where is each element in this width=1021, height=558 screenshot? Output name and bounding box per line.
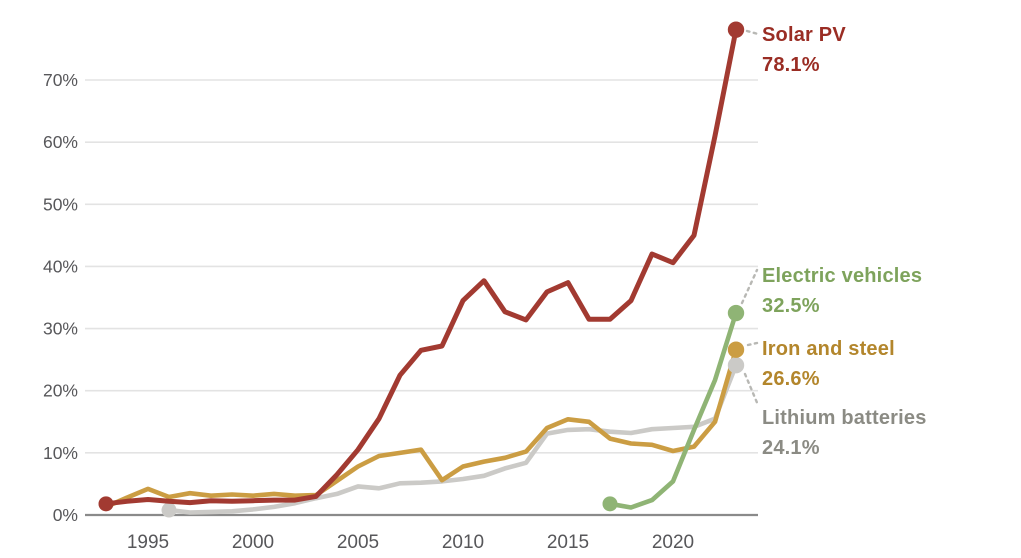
y-axis-tick-label: 40% [43, 256, 78, 276]
series-start-dot-electric-vehicles [602, 496, 618, 512]
leader-line-solar-pv [745, 29, 760, 36]
x-axis-tick-label: 2015 [547, 532, 589, 553]
series-name-electric-vehicles: Electric vehicles [762, 265, 923, 287]
series-value-solar-pv: 78.1% [762, 54, 820, 76]
x-axis-tick-label: 1995 [127, 532, 169, 553]
series-value-iron-and-steel: 26.6% [762, 368, 820, 390]
y-axis-tick-label: 60% [43, 132, 78, 152]
x-axis-tick-label: 2000 [232, 532, 274, 553]
y-axis-tick-label: 10% [43, 443, 78, 463]
leader-line-electric-vehicles [740, 268, 759, 305]
series-line-electric-vehicles [607, 310, 739, 510]
series-name-solar-pv: Solar PV [762, 24, 846, 46]
series-label-electric-vehicles: Electric vehicles 32.5% [762, 261, 922, 321]
y-axis-tick-label: 50% [43, 194, 78, 214]
x-axis-tick-label: 2020 [652, 532, 694, 553]
series-line-iron-and-steel [103, 347, 739, 510]
series-end-dot-iron-and-steel [727, 341, 745, 358]
series-end-dot-lithium-batteries [727, 357, 745, 374]
series-name-iron-and-steel: Iron and steel [762, 338, 895, 360]
y-axis-tick-label: 30% [43, 319, 78, 339]
series-end-dot-solar-pv [727, 21, 745, 38]
y-axis-tick-label: 0% [53, 505, 78, 525]
series-line-solar-pv [103, 27, 739, 507]
series-value-lithium-batteries: 24.1% [762, 437, 820, 459]
series-name-lithium-batteries: Lithium batteries [762, 407, 927, 429]
series-end-dot-electric-vehicles [727, 304, 745, 322]
series-start-dot-lithium-batteries [161, 502, 177, 518]
series-value-electric-vehicles: 32.5% [762, 295, 820, 317]
series-line-lithium-batteries [166, 362, 739, 515]
leader-line-iron-and-steel [746, 341, 759, 347]
series-label-lithium-batteries: Lithium batteries 24.1% [762, 403, 927, 463]
y-axis-tick-label: 70% [43, 70, 78, 90]
leader-line-lithium-batteries [743, 372, 760, 407]
series-label-solar-pv: Solar PV 78.1% [762, 20, 846, 80]
series-label-iron-and-steel: Iron and steel 26.6% [762, 334, 895, 394]
x-axis-tick-label: 2005 [337, 532, 379, 553]
x-axis-tick-label: 2010 [442, 532, 484, 553]
series-start-dot-solar-pv [98, 496, 114, 512]
y-axis-tick-label: 20% [43, 381, 78, 401]
